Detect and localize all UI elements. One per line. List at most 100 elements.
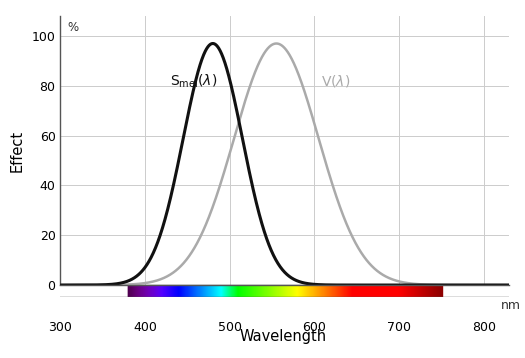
Bar — [389, 285, 390, 297]
Bar — [243, 285, 244, 297]
Bar — [167, 285, 169, 297]
Bar — [166, 285, 167, 297]
Bar — [316, 285, 317, 297]
Bar — [403, 285, 404, 297]
Bar — [326, 285, 327, 297]
Bar — [373, 285, 374, 297]
Bar — [323, 285, 324, 297]
Bar — [146, 285, 147, 297]
Bar — [174, 285, 175, 297]
Bar — [289, 285, 290, 297]
Bar — [178, 285, 179, 297]
Bar — [151, 285, 152, 297]
Bar — [305, 285, 306, 297]
Bar — [425, 285, 426, 297]
Bar — [163, 285, 164, 297]
Bar — [195, 285, 196, 297]
Bar — [310, 285, 311, 297]
Bar — [306, 285, 307, 297]
Bar — [150, 285, 151, 297]
Bar — [283, 285, 284, 297]
Bar — [158, 285, 159, 297]
Bar — [438, 285, 439, 297]
Bar — [297, 285, 298, 297]
Bar — [311, 285, 312, 297]
Bar — [341, 285, 342, 297]
Bar — [339, 285, 340, 297]
Bar — [201, 285, 202, 297]
Bar — [220, 285, 221, 297]
Bar — [354, 285, 355, 297]
Bar — [416, 285, 417, 297]
Bar — [358, 285, 359, 297]
Bar — [396, 285, 397, 297]
Bar — [426, 285, 427, 297]
Bar — [160, 285, 161, 297]
Bar — [175, 285, 176, 297]
Bar — [290, 285, 291, 297]
Bar — [214, 285, 215, 297]
Bar — [400, 285, 401, 297]
Bar — [388, 285, 389, 297]
Bar — [299, 285, 300, 297]
Bar — [298, 285, 299, 297]
Bar — [268, 285, 269, 297]
Bar — [181, 285, 182, 297]
Bar — [190, 285, 191, 297]
Bar — [322, 285, 323, 297]
Bar — [429, 285, 430, 297]
Bar — [408, 285, 409, 297]
Bar — [440, 285, 441, 297]
Text: Wavelength: Wavelength — [240, 329, 327, 344]
Bar — [432, 285, 433, 297]
Bar — [362, 285, 363, 297]
Bar — [293, 285, 294, 297]
Bar — [170, 285, 171, 297]
Bar — [155, 285, 156, 297]
Bar — [158, 285, 159, 297]
Bar — [382, 285, 383, 297]
Bar — [356, 285, 357, 297]
Bar — [286, 285, 287, 297]
Bar — [301, 285, 302, 297]
Bar — [307, 285, 308, 297]
Bar — [147, 285, 148, 297]
Bar — [322, 285, 323, 297]
Bar — [162, 285, 163, 297]
Bar — [156, 285, 157, 297]
Bar — [411, 285, 412, 297]
Bar — [319, 285, 320, 297]
Text: V($\lambda$): V($\lambda$) — [321, 73, 351, 89]
Bar — [326, 285, 327, 297]
Bar — [278, 285, 279, 297]
Bar — [270, 285, 271, 297]
Bar — [141, 285, 142, 297]
Bar — [186, 285, 187, 297]
Bar — [344, 285, 345, 297]
Bar — [299, 285, 300, 297]
Bar — [380, 285, 381, 297]
Bar — [150, 285, 151, 297]
Bar — [295, 285, 296, 297]
Bar — [265, 285, 266, 297]
Bar — [407, 285, 408, 297]
Bar — [376, 285, 377, 297]
Bar — [245, 285, 246, 297]
Bar — [233, 285, 234, 297]
Bar — [413, 285, 414, 297]
Bar — [194, 285, 195, 297]
Bar — [211, 285, 212, 297]
Bar — [274, 285, 275, 297]
Bar — [314, 285, 316, 297]
Bar — [321, 285, 322, 297]
Bar — [176, 285, 177, 297]
Bar — [288, 285, 289, 297]
Bar — [231, 285, 232, 297]
Bar — [397, 285, 398, 297]
Bar — [327, 285, 328, 297]
Bar — [167, 285, 168, 297]
Bar — [251, 285, 252, 297]
Bar — [208, 285, 209, 297]
Bar — [146, 285, 148, 297]
Bar — [248, 285, 249, 297]
